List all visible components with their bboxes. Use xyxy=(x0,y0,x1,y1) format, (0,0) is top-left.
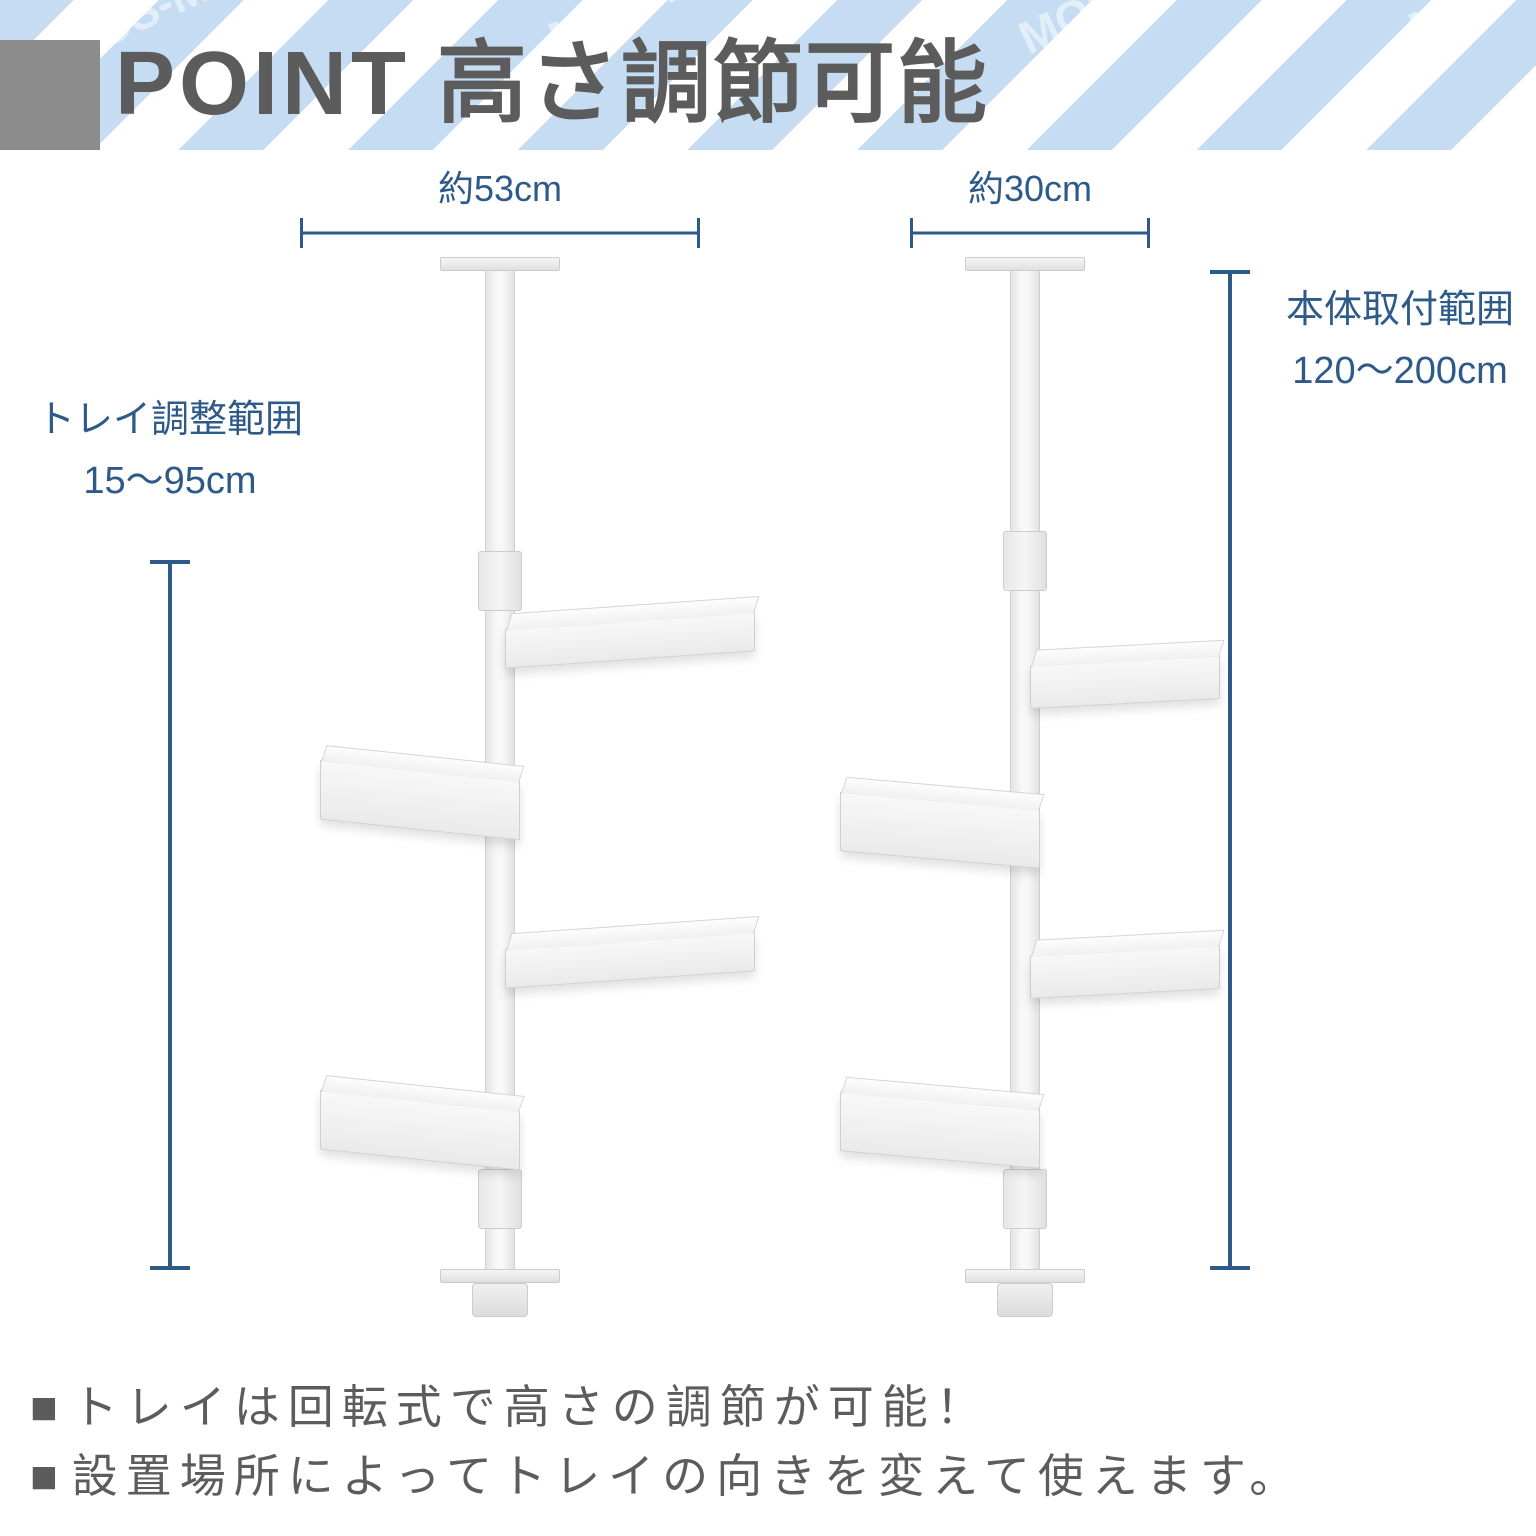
header-subtitle: 高さ調節可能 xyxy=(437,34,989,134)
note-line-2: ■設置場所によってトレイの向きを変えて使えます。 xyxy=(30,1442,1506,1511)
header-gray-box xyxy=(0,40,100,150)
tray-range-label: トレイ調整範囲 15～95cm xyxy=(30,390,310,512)
right-width-label: 約30cm xyxy=(910,160,1150,212)
left-width-dimension: 約53cm xyxy=(300,160,700,248)
left-tray-3 xyxy=(505,931,755,988)
diagram-area: 約53cm 約30cm トレイ調整範囲 15～95cm 本体取付範囲 xyxy=(0,160,1536,1376)
pole-foot xyxy=(472,1283,528,1317)
right-tray-2 xyxy=(840,791,1040,868)
pole-collar xyxy=(478,551,522,611)
header-point: POINT xyxy=(115,34,410,134)
header-title: POINT 高さ調節可能 xyxy=(115,10,989,140)
pole-collar xyxy=(478,1169,522,1229)
pole-foot xyxy=(997,1283,1053,1317)
note-line-1: ■トレイは回転式で高さの調節が可能！ xyxy=(30,1373,1506,1442)
body-range-label: 本体取付範囲 120～200cm xyxy=(1260,280,1536,402)
left-tray-2 xyxy=(320,759,520,840)
pole-top-plate xyxy=(965,257,1085,271)
right-tray-4 xyxy=(840,1091,1040,1168)
footer-notes: ■トレイは回転式で高さの調節が可能！ ■設置場所によってトレイの向きを変えて使え… xyxy=(30,1373,1506,1511)
right-tray-1 xyxy=(1030,655,1220,709)
header-banner: MOS-MART MOS-MART MOS-MART MOS-MART POIN… xyxy=(0,0,1536,150)
right-tray-3 xyxy=(1030,945,1220,999)
right-width-dimension: 約30cm xyxy=(910,160,1150,248)
pole-bottom-plate xyxy=(965,1269,1085,1283)
left-tray-1 xyxy=(505,611,755,668)
pole-top-plate xyxy=(440,257,560,271)
pole-collar xyxy=(1003,1169,1047,1229)
left-width-label: 約53cm xyxy=(300,160,700,212)
left-tray-4 xyxy=(320,1089,520,1170)
pole-bottom-plate xyxy=(440,1269,560,1283)
pole-collar xyxy=(1003,531,1047,591)
